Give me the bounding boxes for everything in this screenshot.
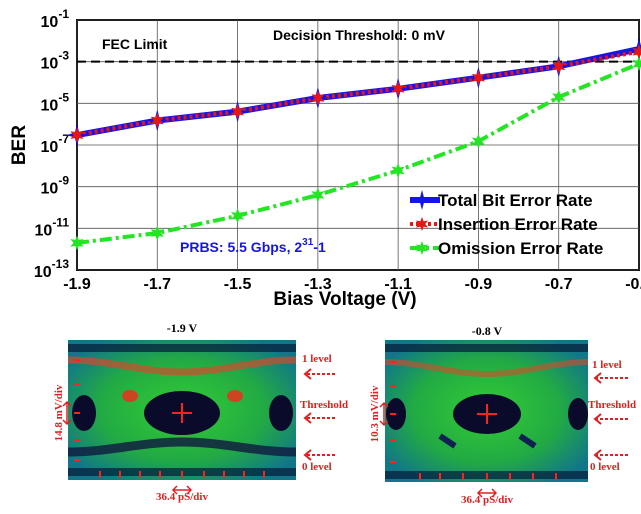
y-tick-exponent: -13 xyxy=(52,257,70,271)
data-point xyxy=(391,162,405,179)
data-point xyxy=(311,90,325,106)
hscale-label-2: 36.4 pS/div xyxy=(461,494,513,506)
prbs-suffix: -1 xyxy=(313,239,326,255)
threshold-label-2: Threshold xyxy=(588,399,636,411)
y-tick-label: 10-5 xyxy=(41,90,70,114)
legend-label: Omission Error Rate xyxy=(438,239,603,258)
x-tick-label: -1.5 xyxy=(224,276,252,293)
y-axis-title: BER xyxy=(9,125,30,165)
hscale-label-1: 36.4 pS/div xyxy=(156,491,208,503)
y-tick-exponent: -5 xyxy=(58,90,69,104)
decision-threshold-label: Decision Threshold: 0 mV xyxy=(273,27,446,43)
level0-label-2: 0 level xyxy=(590,461,620,473)
y-tick-exponent: -9 xyxy=(58,174,69,188)
y-tick-base: 10 xyxy=(41,14,59,31)
y-tick-exponent: -3 xyxy=(58,49,69,63)
eye-arrows-1 xyxy=(303,368,335,461)
eye-diagram-1: -1.9 V 14.8 mV/div 36.4 pS/div xyxy=(53,321,348,503)
y-tick-base: 10 xyxy=(34,264,52,281)
x-tick-label: -0.7 xyxy=(545,276,573,293)
data-point xyxy=(70,127,84,143)
x-axis-title: Bias Voltage (V) xyxy=(273,289,416,310)
series-line xyxy=(76,61,640,245)
data-point xyxy=(70,235,84,251)
data-point xyxy=(311,187,325,203)
x-tick-label: -1.3 xyxy=(304,276,332,293)
prbs-main: PRBS: 5.5 Gbps, 2 xyxy=(180,239,302,255)
legend-label: Insertion Error Rate xyxy=(438,215,598,234)
y-tick-exponent: -7 xyxy=(58,132,69,146)
legend-label: Total Bit Error Rate xyxy=(438,191,593,210)
data-point xyxy=(471,69,486,86)
legend-marker xyxy=(412,190,432,210)
y-tick-label: 10-1 xyxy=(41,7,70,31)
x-tick-label: -1.9 xyxy=(63,276,91,293)
eye-tick-marks-1 xyxy=(74,359,265,478)
y-tick-base: 10 xyxy=(41,139,59,156)
y-tick-label: 10-13 xyxy=(34,257,69,281)
data-point xyxy=(150,112,164,129)
y-tick-exponent: -11 xyxy=(52,215,69,229)
x-tick-labels: -1.9 -1.7 -1.5 -1.3 -1.1 -0.9 -0.7 -0.5 xyxy=(63,276,641,293)
fec-limit-label: FEC Limit xyxy=(102,36,168,52)
data-point xyxy=(632,55,641,72)
legend: Total Bit Error Rate Insertion Error Rate… xyxy=(410,190,603,258)
level1-label-1: 1 level xyxy=(302,353,332,365)
y-tick-label: 10-3 xyxy=(41,49,70,73)
y-tick-label: 10-7 xyxy=(41,132,70,156)
series-line xyxy=(76,49,640,138)
x-tick-label: -1.1 xyxy=(384,276,412,293)
y-tick-base: 10 xyxy=(41,97,59,114)
y-tick-base: 10 xyxy=(35,222,53,239)
threshold-label-1: Threshold xyxy=(300,399,348,411)
prbs-exponent: 31 xyxy=(302,237,314,248)
x-tick-label: -0.9 xyxy=(465,276,493,293)
x-tick-label: -1.7 xyxy=(143,276,171,293)
eye-tick-marks-2 xyxy=(390,361,557,480)
y-tick-label: 10-9 xyxy=(41,174,70,198)
x-tick-label: -0.5 xyxy=(625,276,641,293)
series-group xyxy=(66,38,641,251)
eye-diagram-2: -0.8 V 10.3 mV/div 36.4 pS/div 1 level T… xyxy=(369,324,636,506)
data-point xyxy=(150,225,164,241)
vscale-label-1: 14.8 mV/div xyxy=(53,384,65,441)
data-point xyxy=(391,81,405,97)
data-point xyxy=(230,103,245,120)
y-tick-base: 10 xyxy=(41,56,59,73)
legend-marker xyxy=(415,217,429,231)
y-tick-base: 10 xyxy=(41,181,59,198)
data-point xyxy=(552,89,566,105)
y-tick-exponent: -1 xyxy=(58,7,69,21)
eye-arrows-2 xyxy=(593,372,628,461)
level1-label-2: 1 level xyxy=(592,359,622,371)
legend-marker xyxy=(415,241,429,255)
y-tick-label: 10-11 xyxy=(35,215,70,239)
level0-label-1: 0 level xyxy=(302,461,332,473)
data-point xyxy=(471,133,486,150)
eye-title-1: -1.9 V xyxy=(167,321,198,335)
eye-title-2: -0.8 V xyxy=(472,324,503,338)
prbs-label: PRBS: 5.5 Gbps, 231-1 xyxy=(180,237,326,255)
data-point xyxy=(230,208,245,224)
vscale-label-2: 10.3 mV/div xyxy=(369,385,381,442)
data-point xyxy=(552,58,566,75)
